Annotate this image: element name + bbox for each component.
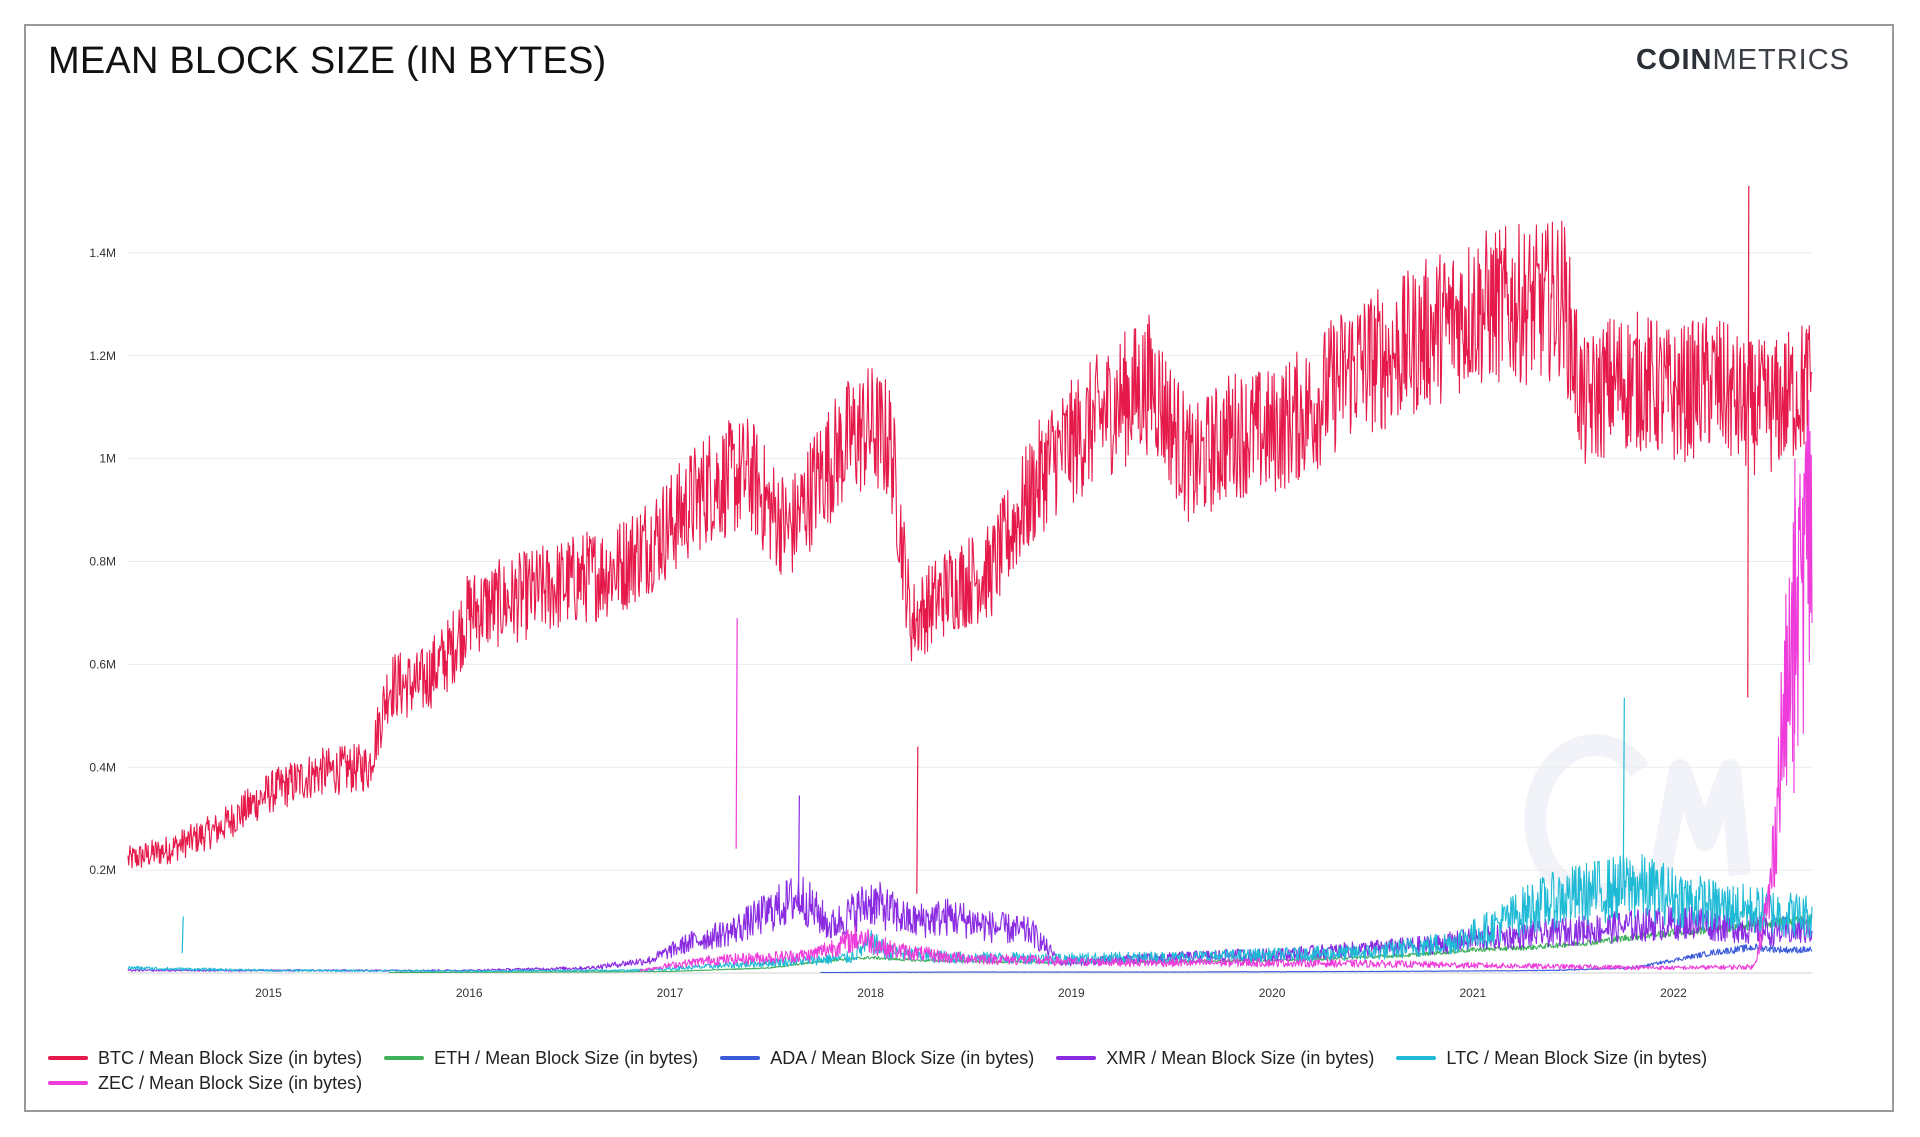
- spike-ltc: [181, 916, 184, 954]
- legend-item-xmr[interactable]: XMR / Mean Block Size (in bytes): [1056, 1047, 1374, 1069]
- series-group: [127, 186, 1813, 974]
- x-axis: 2015 2016 2017 2018 2019 2020 2021 2022: [255, 986, 1687, 1000]
- x-tick-label: 2022: [1660, 986, 1687, 1000]
- y-tick-label: 0.2M: [89, 863, 116, 877]
- x-tick-label: 2021: [1459, 986, 1486, 1000]
- legend-label: BTC / Mean Block Size (in bytes): [98, 1047, 363, 1068]
- legend-swatch: [1396, 1056, 1437, 1060]
- coinmetrics-logo: COINMETRICS: [1636, 44, 1850, 77]
- legend-item-ada[interactable]: ADA / Mean Block Size (in bytes): [720, 1047, 1034, 1069]
- spike-ltc: [1622, 697, 1625, 877]
- x-tick-label: 2017: [657, 986, 684, 1000]
- x-tick-label: 2018: [857, 986, 884, 1000]
- page-title: MEAN BLOCK SIZE (IN BYTES): [48, 40, 607, 82]
- x-tick-label: 2015: [255, 986, 282, 1000]
- legend-swatch: [384, 1056, 425, 1060]
- y-tick-label: 1.2M: [89, 349, 116, 363]
- legend-label: XMR / Mean Block Size (in bytes): [1106, 1047, 1375, 1068]
- y-tick-label: 0.8M: [89, 555, 116, 569]
- spike-zec: [1793, 458, 1796, 793]
- spike-btc: [916, 746, 919, 894]
- y-tick-label: 0.6M: [89, 657, 116, 671]
- series-btc-line: [127, 220, 1813, 869]
- legend: BTC / Mean Block Size (in bytes) ETH / Me…: [48, 1044, 1848, 1094]
- y-axis: 0.2M 0.4M 0.6M 0.8M 1M 1.2M 1.4M: [89, 246, 116, 877]
- y-tick-label: 1.4M: [89, 246, 116, 260]
- legend-label: ADA / Mean Block Size (in bytes): [770, 1047, 1035, 1068]
- x-tick-label: 2016: [456, 986, 483, 1000]
- legend-swatch: [1056, 1056, 1097, 1060]
- brand-bold: COIN: [1636, 44, 1713, 76]
- legend-item-zec[interactable]: ZEC / Mean Block Size (in bytes): [48, 1072, 362, 1094]
- spike-btc: [1747, 186, 1750, 698]
- legend-item-eth[interactable]: ETH / Mean Block Size (in bytes): [384, 1047, 698, 1069]
- legend-swatch: [720, 1056, 761, 1060]
- legend-item-btc[interactable]: BTC / Mean Block Size (in bytes): [48, 1047, 362, 1069]
- legend-label: LTC / Mean Block Size (in bytes): [1446, 1047, 1708, 1068]
- y-tick-label: 0.4M: [89, 760, 116, 774]
- spike-xmr: [797, 795, 800, 911]
- x-tick-label: 2019: [1058, 986, 1085, 1000]
- series-zec-line: [639, 399, 1813, 972]
- legend-swatch: [48, 1056, 88, 1060]
- brand-rest: METRICS: [1712, 44, 1850, 76]
- y-tick-label: 1M: [99, 452, 116, 466]
- legend-item-ltc[interactable]: LTC / Mean Block Size (in bytes): [1396, 1047, 1707, 1069]
- legend-swatch: [48, 1081, 88, 1085]
- x-tick-label: 2020: [1259, 986, 1286, 1000]
- spike-zec: [735, 618, 738, 849]
- legend-label: ETH / Mean Block Size (in bytes): [434, 1047, 699, 1068]
- legend-label: ZEC / Mean Block Size (in bytes): [98, 1072, 363, 1093]
